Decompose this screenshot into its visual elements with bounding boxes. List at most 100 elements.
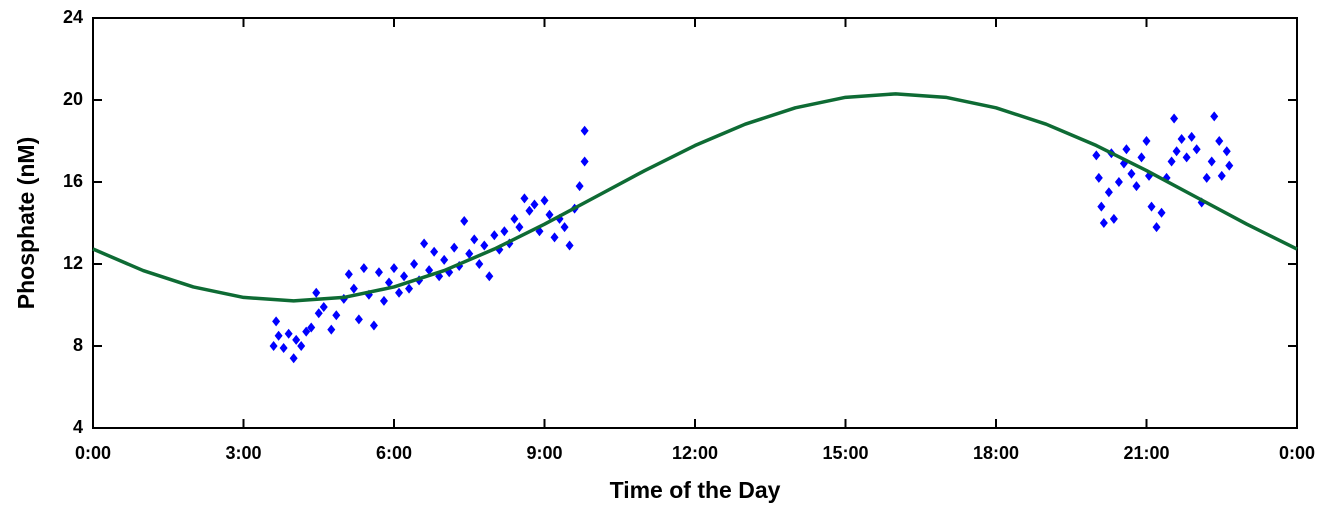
data-point	[1132, 181, 1141, 192]
data-point	[580, 156, 589, 167]
data-point	[400, 271, 409, 282]
data-point	[530, 199, 539, 210]
data-point	[1182, 152, 1191, 163]
y-tick-label: 24	[63, 7, 83, 27]
data-point	[1225, 160, 1234, 171]
data-point	[1157, 207, 1166, 218]
data-point	[297, 341, 306, 351]
data-point	[520, 193, 529, 204]
data-point	[349, 283, 358, 294]
data-point	[272, 316, 281, 327]
x-tick-label: 6:00	[376, 443, 412, 463]
data-point	[1092, 150, 1101, 161]
data-point	[390, 263, 398, 274]
data-point	[314, 308, 323, 319]
x-tick-label: 12:00	[672, 443, 718, 463]
data-point	[289, 353, 298, 364]
data-point	[284, 328, 293, 339]
data-point	[525, 205, 534, 216]
data-point	[1122, 144, 1131, 155]
data-point	[302, 326, 311, 337]
x-tick-label: 0:00	[75, 443, 111, 463]
data-point	[369, 320, 378, 331]
x-tick-label: 0:00	[1279, 443, 1315, 463]
x-tick-label: 15:00	[822, 443, 868, 463]
data-point	[274, 330, 283, 341]
data-point	[575, 181, 584, 192]
data-point	[319, 302, 328, 313]
data-point	[384, 277, 393, 288]
data-point	[565, 240, 574, 251]
data-point	[465, 248, 474, 259]
data-point	[1097, 201, 1106, 212]
data-point	[430, 246, 439, 257]
data-point	[420, 238, 429, 249]
data-point	[1210, 111, 1219, 122]
y-tick-label: 8	[73, 335, 83, 355]
x-tick-label: 21:00	[1123, 443, 1169, 463]
data-point	[440, 254, 449, 265]
data-point	[515, 222, 524, 233]
data-point	[1099, 218, 1108, 228]
data-point	[1207, 156, 1216, 167]
data-point	[405, 283, 414, 294]
x-axis-title: Time of the Day	[610, 477, 781, 503]
y-axis-title: Phosphate (nM)	[13, 137, 39, 310]
data-point	[425, 265, 434, 276]
data-point	[580, 125, 589, 136]
data-point	[1127, 168, 1136, 179]
x-tick-label: 18:00	[973, 443, 1019, 463]
data-point	[269, 341, 278, 351]
data-point	[490, 230, 499, 241]
y-tick-label: 16	[63, 171, 83, 191]
data-point	[1215, 136, 1224, 146]
data-point	[450, 242, 459, 253]
data-point	[1167, 156, 1176, 167]
data-point	[1094, 172, 1103, 183]
data-point	[410, 259, 419, 269]
data-point	[332, 310, 341, 321]
plot-frame	[92, 17, 1298, 429]
y-tick-label: 4	[73, 417, 83, 437]
data-point	[292, 334, 301, 345]
x-tick-label: 9:00	[526, 443, 562, 463]
data-point	[460, 215, 469, 226]
data-point	[1172, 146, 1181, 157]
data-point	[374, 267, 383, 278]
data-point	[475, 259, 484, 269]
data-point	[545, 209, 554, 220]
data-point	[550, 232, 559, 243]
data-point	[1147, 201, 1156, 212]
data-point	[510, 213, 519, 224]
y-tick-label: 20	[63, 89, 83, 109]
data-point	[354, 314, 363, 325]
data-point	[1202, 172, 1211, 183]
data-point	[327, 324, 336, 335]
data-point	[1137, 152, 1146, 163]
data-point	[312, 287, 321, 298]
data-point	[1217, 170, 1226, 181]
data-point	[470, 234, 479, 245]
data-point	[344, 269, 353, 280]
data-point	[1114, 177, 1123, 187]
data-point	[1142, 136, 1151, 146]
data-point	[395, 287, 404, 298]
data-point	[1104, 187, 1113, 198]
data-point	[485, 271, 494, 282]
data-point	[480, 240, 489, 251]
data-point	[1170, 113, 1179, 124]
fit-line	[92, 92, 1298, 303]
data-point	[359, 263, 368, 274]
data-point	[1109, 213, 1118, 224]
data-point	[1177, 133, 1186, 144]
data-point	[307, 322, 316, 333]
data-point	[1222, 146, 1231, 157]
data-point	[540, 195, 549, 206]
data-point	[560, 222, 569, 233]
data-point	[1187, 131, 1196, 142]
data-point	[500, 226, 509, 237]
x-tick-label: 3:00	[225, 443, 261, 463]
data-point	[279, 343, 288, 354]
data-point	[1192, 144, 1201, 155]
